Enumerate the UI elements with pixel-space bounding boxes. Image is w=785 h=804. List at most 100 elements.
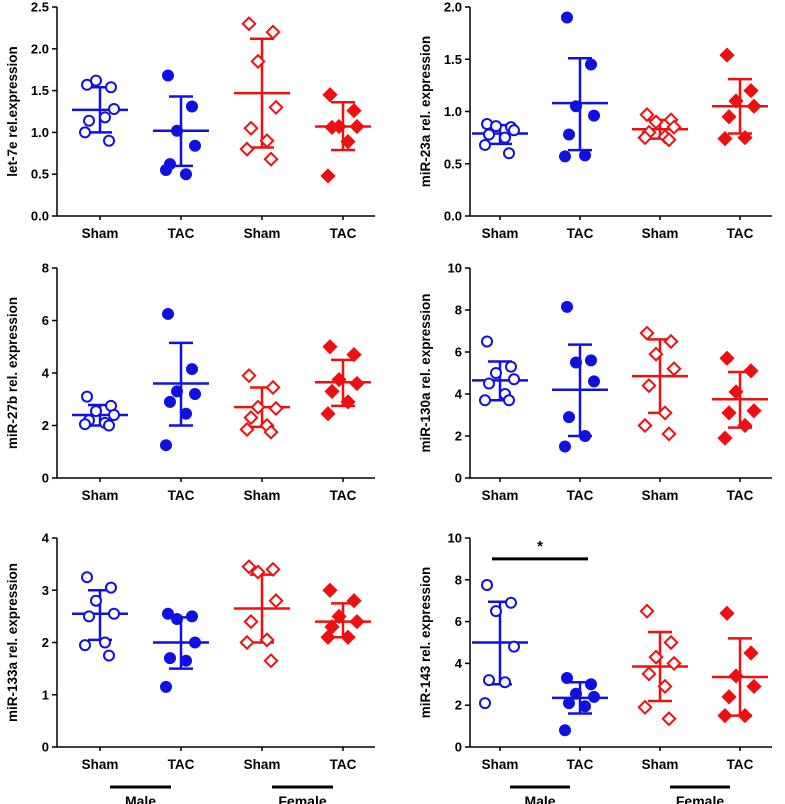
series-2	[153, 69, 209, 181]
series-1	[72, 571, 128, 662]
data-point	[579, 149, 591, 162]
data-point	[265, 379, 281, 396]
data-point	[483, 674, 495, 687]
y-tick-label: 6	[42, 313, 49, 328]
data-point	[331, 608, 347, 624]
data-point	[322, 87, 338, 103]
data-point	[717, 131, 733, 147]
data-point	[666, 119, 682, 135]
data-point	[108, 607, 120, 620]
data-point	[322, 339, 338, 355]
data-point	[570, 100, 582, 113]
data-point	[162, 69, 174, 82]
x-tick-label: Sham	[82, 757, 119, 772]
y-tick-label: 4	[455, 656, 463, 671]
x-tick-label: TAC	[567, 488, 594, 503]
data-point	[648, 114, 664, 130]
data-point	[663, 634, 679, 651]
data-point	[559, 724, 571, 737]
data-point	[346, 103, 362, 119]
data-point	[322, 582, 338, 598]
data-point	[719, 350, 735, 366]
data-point	[719, 605, 735, 621]
data-point	[108, 409, 120, 421]
x-tick-label: TAC	[168, 757, 195, 772]
data-point	[99, 111, 111, 124]
data-point	[666, 361, 682, 377]
data-point	[259, 632, 275, 648]
y-tick-label: 0.5	[31, 167, 49, 182]
data-point	[588, 375, 600, 388]
data-point	[331, 371, 347, 388]
data-point	[481, 335, 493, 348]
data-point	[171, 385, 183, 398]
y-tick-label: 4	[455, 387, 463, 402]
data-point	[490, 367, 502, 379]
data-point	[737, 417, 753, 434]
y-tick-label: 2	[42, 418, 49, 433]
y-tick-label: 3	[42, 583, 49, 598]
data-point	[585, 354, 597, 367]
y-tick-label: 1.5	[31, 83, 49, 98]
y-tick-label: 1.0	[444, 104, 462, 119]
data-point	[79, 126, 91, 139]
y-axis-label: miR-23a rel. expression	[418, 36, 433, 188]
data-point	[186, 610, 198, 623]
data-point	[160, 164, 172, 177]
data-point	[250, 53, 266, 69]
data-point	[340, 133, 356, 150]
data-point	[743, 82, 759, 99]
series-2	[153, 307, 209, 452]
data-point	[346, 593, 362, 609]
data-point	[637, 417, 653, 434]
x-tick-label: Sham	[82, 226, 119, 241]
y-axis-label: miR-143 rel. expression	[418, 567, 433, 719]
data-point	[648, 346, 664, 362]
data-point	[661, 132, 677, 148]
series-4	[315, 582, 371, 645]
series-3	[234, 559, 290, 669]
y-tick-label: 4	[42, 366, 50, 381]
data-point	[268, 400, 284, 417]
series-4	[712, 605, 768, 724]
x-tick-label: Sham	[642, 757, 679, 772]
data-point	[108, 102, 120, 115]
data-point	[250, 564, 266, 580]
x-tick-label: Sham	[482, 488, 519, 503]
series-4	[315, 87, 371, 184]
data-point	[90, 74, 102, 87]
data-point	[241, 368, 257, 384]
data-point	[243, 410, 259, 426]
data-point	[490, 120, 502, 133]
data-point	[349, 613, 365, 630]
y-axis-label: let-7e rel.expression	[5, 46, 20, 177]
y-tick-label: 4	[42, 531, 50, 546]
data-point	[103, 419, 115, 432]
data-point	[90, 405, 102, 418]
data-point	[746, 403, 762, 419]
data-point	[503, 147, 515, 160]
data-point	[721, 405, 737, 421]
data-point	[508, 640, 520, 653]
y-tick-label: 2.0	[31, 41, 49, 56]
data-point	[499, 676, 511, 689]
group-label: Female	[676, 793, 724, 804]
data-point	[83, 114, 95, 127]
data-point	[588, 109, 600, 122]
group-label: Male	[125, 793, 156, 804]
series-2	[552, 11, 608, 163]
panel-3: 0 2 4 6 8 miR-27b rel. expression Sham TAC Sham T…	[5, 261, 375, 503]
data-point	[265, 24, 281, 40]
y-tick-label: 0	[42, 740, 49, 755]
panel-5: 0 1 2 3 4 miR-133a rel. expression Sham TAC Sham…	[5, 531, 375, 804]
data-point	[324, 383, 340, 399]
group-label: Female	[278, 793, 326, 804]
data-point	[499, 131, 511, 144]
data-point	[239, 141, 255, 157]
x-tick-label: TAC	[727, 226, 754, 241]
x-tick-label: TAC	[168, 226, 195, 241]
series-1	[72, 390, 128, 432]
data-point	[666, 655, 682, 672]
x-tick-label: TAC	[330, 488, 357, 503]
data-point	[508, 373, 520, 386]
